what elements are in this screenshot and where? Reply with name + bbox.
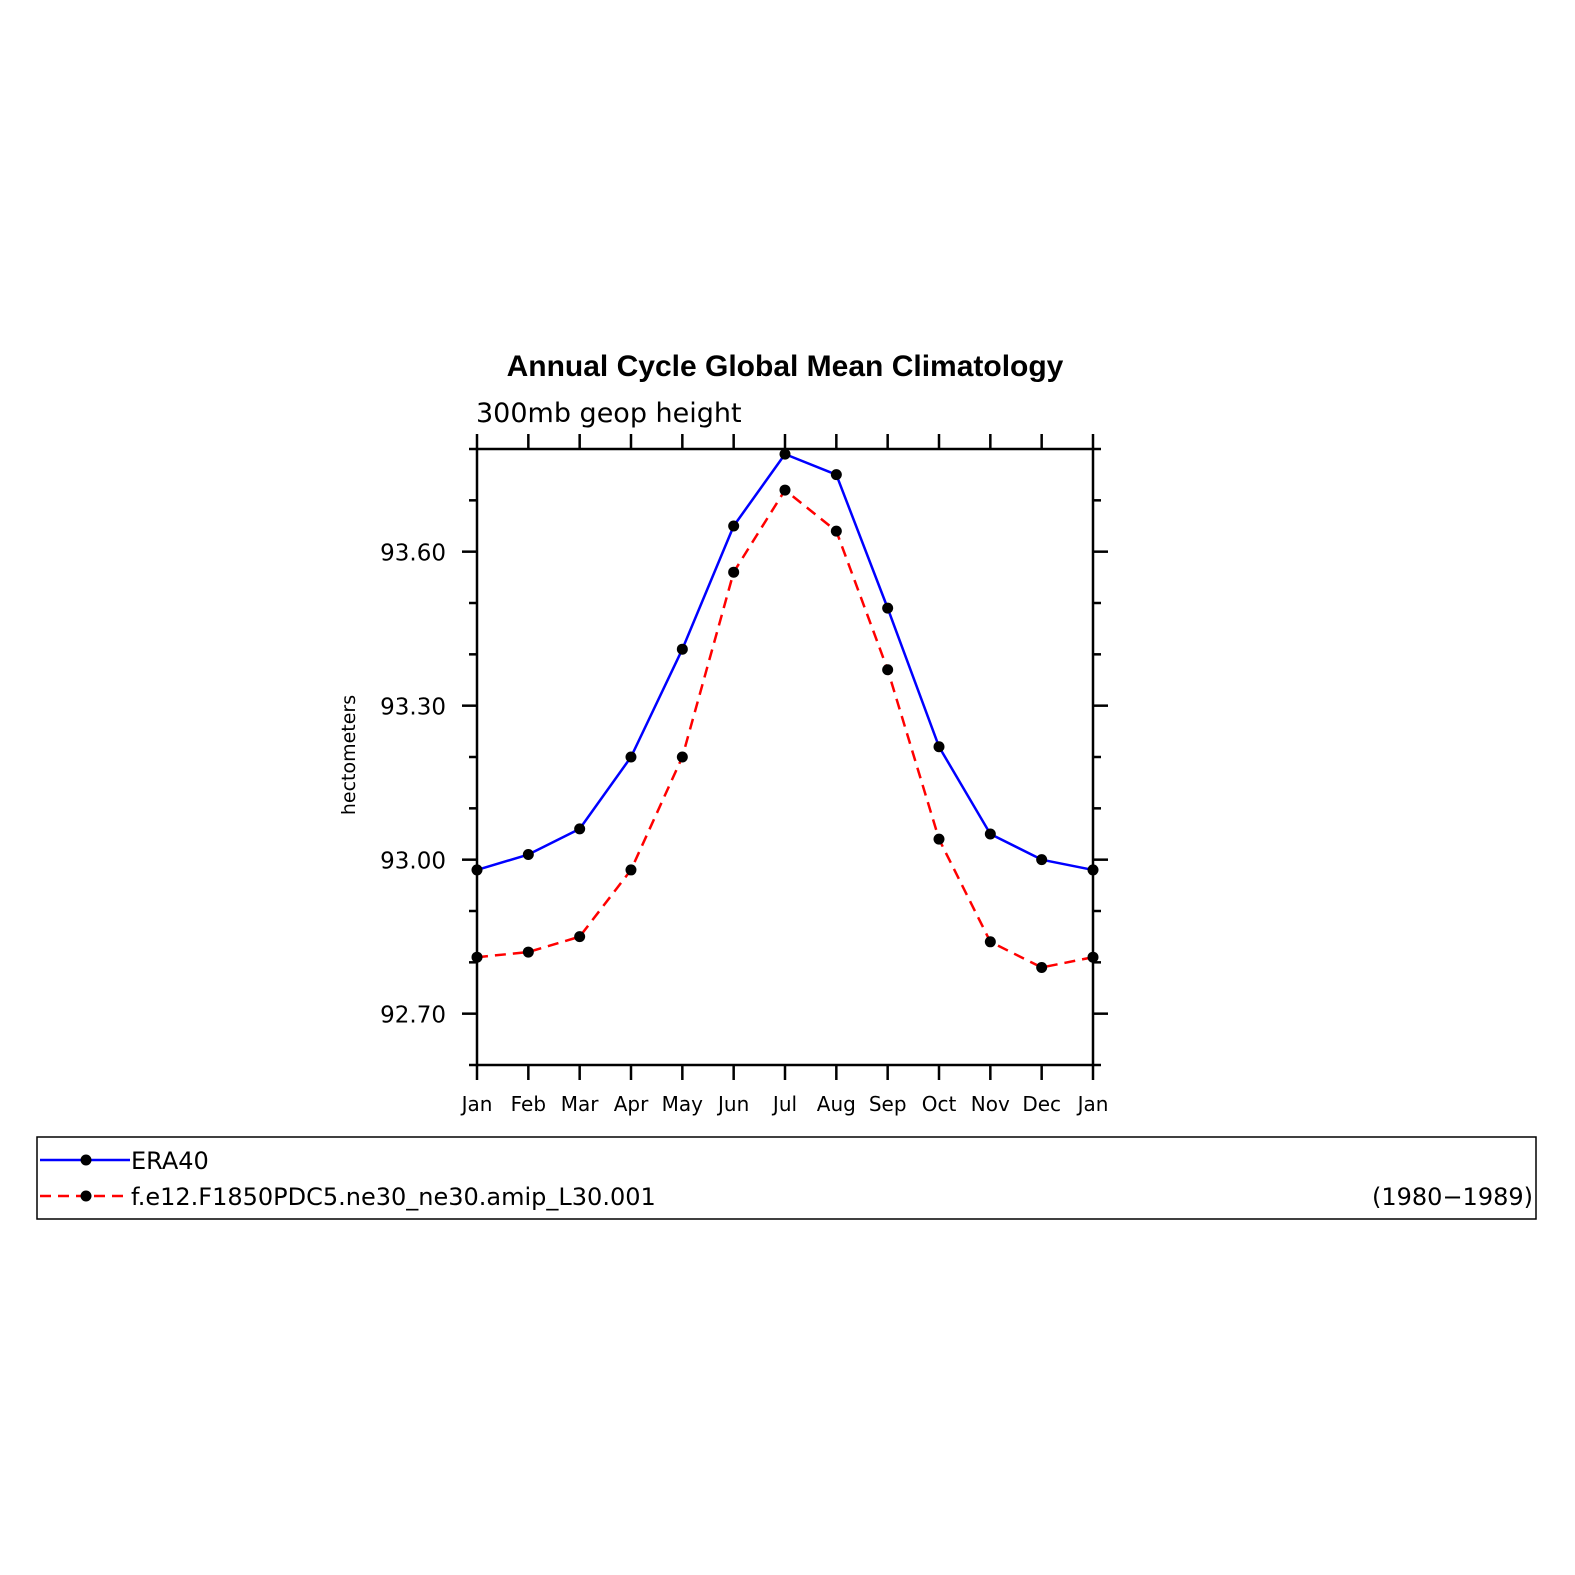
- series-1-point: [984, 936, 996, 948]
- plot-frame: [475, 447, 1095, 1067]
- series-1-point: [1087, 951, 1099, 963]
- series-1-point: [882, 664, 894, 676]
- y-tick-label: 93.00: [380, 849, 446, 875]
- x-tick-label: Jan: [1076, 1092, 1109, 1116]
- series-0-point: [574, 823, 586, 835]
- series-0-point: [933, 741, 945, 753]
- series-line-1: [476, 488, 1094, 969]
- series-1-point: [676, 751, 688, 763]
- series-0-point: [830, 469, 842, 481]
- series-1-point: [522, 946, 534, 958]
- x-tick-label: Apr: [614, 1092, 649, 1116]
- series-1-point: [625, 864, 637, 876]
- series-1-point: [471, 951, 483, 963]
- legend-period-note: (1980−1989): [1372, 1183, 1533, 1211]
- y-tick-label: 93.60: [380, 541, 446, 567]
- legend-label-model: f.e12.F1850PDC5.ne30_ne30.amip_L30.001: [131, 1183, 656, 1211]
- series-0-point: [522, 849, 534, 861]
- series-0-point: [1087, 864, 1099, 876]
- series-0-point: [779, 448, 791, 460]
- series-0-point: [728, 520, 740, 532]
- series-1-point: [574, 931, 586, 943]
- plot-axes: Jan Feb Mar Apr May Jun Jul Aug Sep Oct Nov Dec Jan 9…: [380, 434, 1108, 1116]
- legend-marker-model: [80, 1190, 92, 1202]
- x-tick-label: Jan: [460, 1092, 493, 1116]
- x-tick-label: Mar: [561, 1092, 600, 1116]
- series-0-point: [984, 828, 996, 840]
- x-tick-label: Jul: [771, 1092, 797, 1116]
- y-tick-label: 93.30: [380, 695, 446, 721]
- series-0-point: [1036, 854, 1048, 866]
- y-tick-label: 92.70: [380, 1003, 446, 1029]
- x-tick-label: Dec: [1022, 1092, 1061, 1116]
- x-tick-label: Oct: [922, 1092, 957, 1116]
- plot-series: [471, 448, 1099, 973]
- series-1-point: [728, 566, 740, 578]
- series-1-point: [830, 525, 842, 537]
- series-0-point: [625, 751, 637, 763]
- x-tick-label: Jun: [716, 1092, 749, 1116]
- x-tick-label: May: [662, 1092, 704, 1116]
- series-0-point: [676, 643, 688, 655]
- series-1-point: [1036, 961, 1048, 973]
- legend-label-era40: ERA40: [131, 1147, 209, 1175]
- x-tick-label: Nov: [971, 1092, 1010, 1116]
- series-0-point: [882, 602, 894, 614]
- x-tick-label: Sep: [869, 1092, 907, 1116]
- series-1-point: [779, 484, 791, 496]
- series-line-0: [476, 452, 1094, 872]
- chart-subtitle: 300mb geop height: [476, 398, 742, 429]
- legend-marker-era40: [80, 1154, 92, 1166]
- legend: ERA40 f.e12.F1850PDC5.ne30_ne30.amip_L30…: [36, 1136, 1537, 1220]
- series-1-point: [933, 833, 945, 845]
- series-0-point: [471, 864, 483, 876]
- legend-box: [36, 1136, 1537, 1220]
- chart-title: Annual Cycle Global Mean Climatology: [507, 350, 1064, 383]
- x-tick-label: Aug: [817, 1092, 856, 1116]
- x-tick-label: Feb: [511, 1092, 546, 1116]
- y-axis-label: hectometers: [338, 695, 360, 815]
